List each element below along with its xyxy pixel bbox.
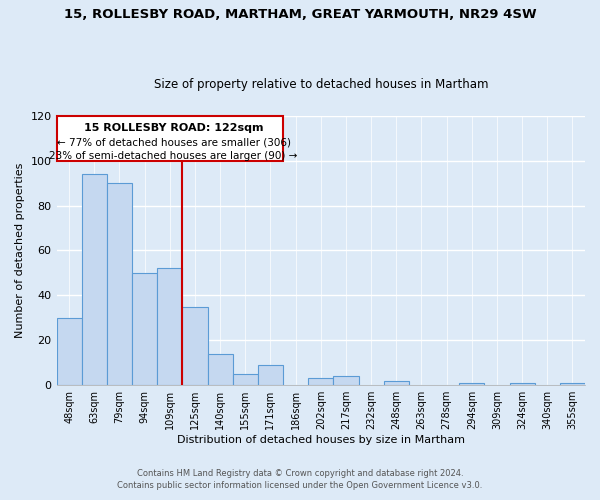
Text: Contains HM Land Registry data © Crown copyright and database right 2024.
Contai: Contains HM Land Registry data © Crown c… <box>118 468 482 490</box>
Bar <box>459 383 484 385</box>
Bar <box>383 380 409 385</box>
X-axis label: Distribution of detached houses by size in Martham: Distribution of detached houses by size … <box>177 435 465 445</box>
Bar <box>56 318 82 385</box>
Title: Size of property relative to detached houses in Martham: Size of property relative to detached ho… <box>154 78 488 91</box>
Bar <box>107 183 132 385</box>
Bar <box>334 376 359 385</box>
Bar <box>132 273 157 385</box>
Text: ← 77% of detached houses are smaller (306): ← 77% of detached houses are smaller (30… <box>56 137 290 147</box>
Bar <box>56 116 283 160</box>
Text: 15 ROLLESBY ROAD: 122sqm: 15 ROLLESBY ROAD: 122sqm <box>84 122 263 132</box>
Text: 15, ROLLESBY ROAD, MARTHAM, GREAT YARMOUTH, NR29 4SW: 15, ROLLESBY ROAD, MARTHAM, GREAT YARMOU… <box>64 8 536 20</box>
Bar <box>233 374 258 385</box>
Text: 23% of semi-detached houses are larger (90) →: 23% of semi-detached houses are larger (… <box>49 150 298 160</box>
Bar <box>560 383 585 385</box>
Y-axis label: Number of detached properties: Number of detached properties <box>15 163 25 338</box>
Bar <box>157 268 182 385</box>
Bar <box>258 365 283 385</box>
Bar <box>208 354 233 385</box>
Bar <box>182 306 208 385</box>
Bar <box>308 378 334 385</box>
Bar <box>509 383 535 385</box>
Bar <box>82 174 107 385</box>
